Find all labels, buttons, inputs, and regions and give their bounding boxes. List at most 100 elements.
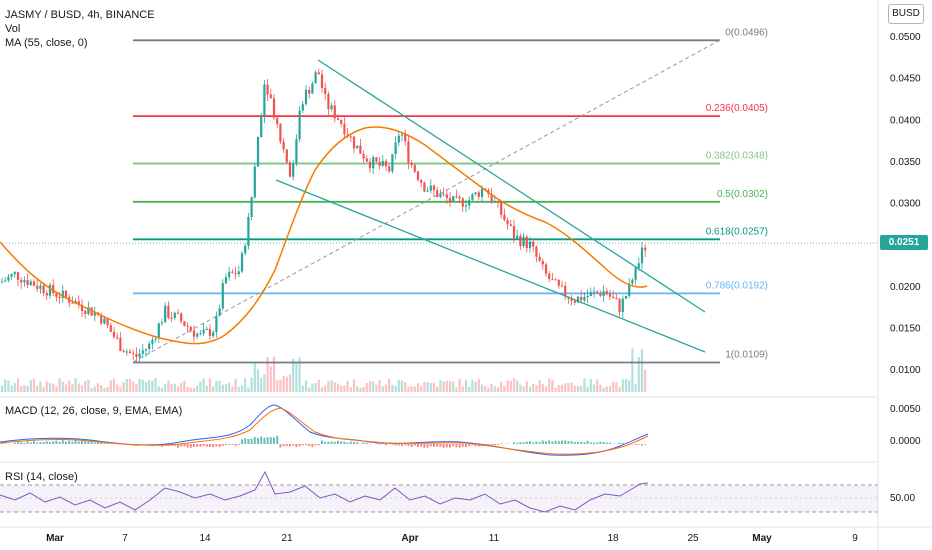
volume-bar: [202, 378, 205, 392]
macd-hist-bar: [39, 442, 42, 444]
rsi-line[interactable]: [0, 470, 649, 513]
macd-hist-bar: [513, 442, 515, 444]
volume-bar: [192, 387, 196, 392]
rsi-legend[interactable]: RSI (14, close): [5, 471, 78, 483]
macd-hist-bar: [36, 442, 39, 444]
macd-hist-bar: [474, 444, 477, 447]
wedge-upper-trendline[interactable]: [317, 59, 706, 313]
candle-body: [618, 299, 621, 312]
macd-hist-bar: [449, 444, 451, 448]
volume-bar: [407, 386, 410, 392]
volume-bar: [352, 379, 356, 392]
volume-bar: [368, 381, 372, 392]
candle-body: [551, 279, 554, 281]
candle-body: [196, 333, 199, 337]
macd-hist-bar: [45, 441, 48, 444]
macd-hist-bar: [375, 443, 378, 444]
volume-bar: [285, 376, 288, 392]
macd-hist-bar: [84, 440, 87, 444]
candle-body: [250, 197, 253, 217]
macd-hist-bar: [285, 444, 288, 447]
macd-hist-bar: [17, 442, 19, 444]
currency-button[interactable]: BUSD: [888, 4, 924, 24]
ma-legend[interactable]: MA (55, close, 0): [5, 37, 88, 49]
candle-body: [388, 166, 391, 172]
macd-hist-bar: [436, 444, 439, 447]
volume-bar: [551, 379, 554, 392]
macd-hist-bar: [266, 437, 269, 444]
candle-body: [506, 220, 509, 225]
macd-hist-bar: [413, 444, 416, 446]
macd-hist-bar: [500, 443, 503, 444]
macd-tick-label: 0.0050: [890, 404, 921, 415]
macd-tick-label: 0.0000: [890, 436, 921, 447]
volume-bar: [298, 357, 301, 392]
volume-bar: [608, 386, 612, 392]
candle-body: [500, 202, 503, 215]
macd-hist-bar: [33, 440, 35, 444]
macd-hist-bar: [289, 444, 291, 447]
macd-hist-bar: [177, 444, 179, 448]
volume-bar: [151, 380, 154, 392]
candle-body: [208, 328, 212, 337]
volume-bar: [343, 385, 346, 392]
candle-body: [439, 193, 442, 197]
macd-hist-bar: [609, 442, 611, 444]
volume-bar: [624, 378, 628, 392]
macd-hist-bar: [87, 441, 90, 444]
volume-bar: [311, 383, 314, 392]
volume-bar: [160, 387, 164, 392]
candle-body: [240, 253, 244, 272]
macd-hist-bar: [362, 442, 365, 444]
macd-hist-bar: [337, 440, 339, 444]
candle-body: [29, 281, 32, 285]
candle-body: [61, 290, 64, 298]
candle-body: [535, 246, 538, 257]
macd-hist-bar: [570, 441, 573, 444]
candle-body: [173, 312, 176, 318]
macd-hist-bar: [189, 444, 192, 448]
candle-body: [522, 236, 525, 247]
volume-bar: [36, 385, 39, 392]
volume-bar: [484, 386, 487, 392]
macd-hist-bar: [273, 437, 275, 444]
candle-body: [407, 141, 410, 163]
macd-legend[interactable]: MACD (12, 26, close, 9, EMA, EMA): [5, 405, 183, 417]
macd-hist-bar: [279, 444, 282, 448]
volume-bar: [68, 380, 71, 392]
macd-hist-bar: [429, 444, 432, 447]
candle-body: [263, 84, 266, 117]
ma-55-line[interactable]: [0, 126, 648, 345]
macd-hist-bar: [145, 444, 147, 445]
wedge-lower-trendline[interactable]: [275, 179, 706, 353]
candle-body: [42, 285, 45, 294]
candle-body: [621, 298, 624, 312]
volume-bar: [13, 383, 16, 392]
volume-bar: [276, 380, 279, 392]
volume-bar: [503, 386, 506, 392]
price-axis[interactable]: 0.05000.04500.04000.03500.03000.02500.02…: [890, 32, 921, 376]
symbol-title[interactable]: JASMY / BUSD, 4h, BINANCE: [5, 9, 155, 21]
volume-bar: [429, 382, 432, 392]
candle-body: [452, 196, 455, 203]
volume-bar: [292, 358, 295, 392]
volume-bar: [205, 385, 208, 392]
fibonacci-retracement[interactable]: 0(0.0496) 0.236(0.0405) 0.382(0.0348) 0.5(0…: [133, 27, 768, 364]
macd-hist-bar: [596, 442, 599, 444]
time-axis[interactable]: Mar 7 14 21 Apr 11 18 25 May 9: [46, 533, 858, 544]
volume-bar: [605, 386, 608, 392]
candle-body: [247, 216, 250, 246]
volume-bar: [375, 384, 378, 392]
macd-hist-bar: [423, 444, 426, 448]
macd-hist-bar: [49, 442, 51, 444]
macd-hist-bar: [234, 444, 237, 447]
candle-body: [394, 142, 397, 155]
volume-bar: [48, 383, 52, 392]
volume-legend[interactable]: Vol: [5, 23, 21, 35]
volume-bar: [256, 369, 260, 392]
candle-body: [311, 83, 314, 94]
candle-body: [413, 164, 416, 172]
macd-signal-line[interactable]: [0, 407, 649, 455]
macd-hist-bar: [465, 444, 467, 448]
